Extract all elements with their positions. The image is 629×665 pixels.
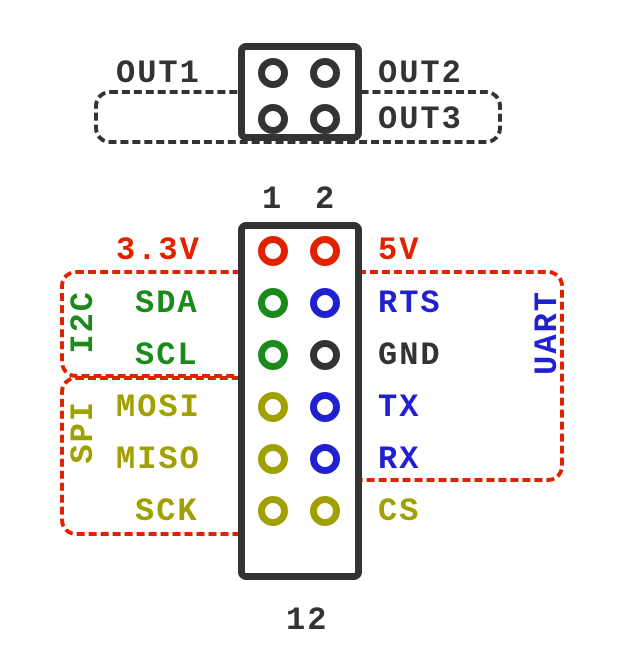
label-mosi: MOSI: [116, 392, 201, 424]
label-miso: MISO: [116, 444, 201, 476]
main-pin-left-1: [258, 288, 288, 318]
main-pin-left-5: [258, 496, 288, 526]
main-pin-right-4: [310, 444, 340, 474]
label-out2: OUT2: [378, 58, 463, 90]
main-pin-left-2: [258, 340, 288, 370]
main-pin-right-3: [310, 392, 340, 422]
main-pin-right-0: [310, 236, 340, 266]
label-i2c-vertical: I2C: [68, 290, 100, 354]
main-pin-left-0: [258, 236, 288, 266]
top-pin-left-0: [258, 58, 288, 88]
label-spi-vertical: SPI: [68, 400, 100, 464]
pinout-diagram: OUT1 OUT2 OUT3 1 2 3.3V 5V SDA SCL RTS G…: [0, 0, 629, 665]
top-header-outline: [238, 43, 362, 141]
label-out1: OUT1: [116, 58, 201, 90]
label-col2: 2: [315, 184, 336, 216]
main-pin-left-3: [258, 392, 288, 422]
label-col1: 1: [262, 184, 283, 216]
main-header-outline: [238, 222, 362, 580]
label-gnd: GND: [378, 340, 442, 372]
main-pin-right-1: [310, 288, 340, 318]
main-pin-right-5: [310, 496, 340, 526]
label-5v: 5V: [378, 235, 420, 267]
label-out3: OUT3: [378, 104, 463, 136]
top-pin-right-1: [310, 104, 340, 134]
main-pin-right-2: [310, 340, 340, 370]
top-pin-right-0: [310, 58, 340, 88]
main-pin-left-4: [258, 444, 288, 474]
label-3v3: 3.3V: [116, 235, 201, 267]
label-tx: TX: [378, 392, 420, 424]
label-rx: RX: [378, 444, 420, 476]
label-scl: SCL: [135, 340, 199, 372]
label-sda: SDA: [135, 288, 199, 320]
label-rts: RTS: [378, 288, 442, 320]
label-sck: SCK: [135, 496, 199, 528]
top-pin-left-1: [258, 104, 288, 134]
label-uart-vertical: UART: [532, 290, 564, 375]
label-cs: CS: [378, 496, 420, 528]
label-pin12: 12: [286, 605, 328, 637]
